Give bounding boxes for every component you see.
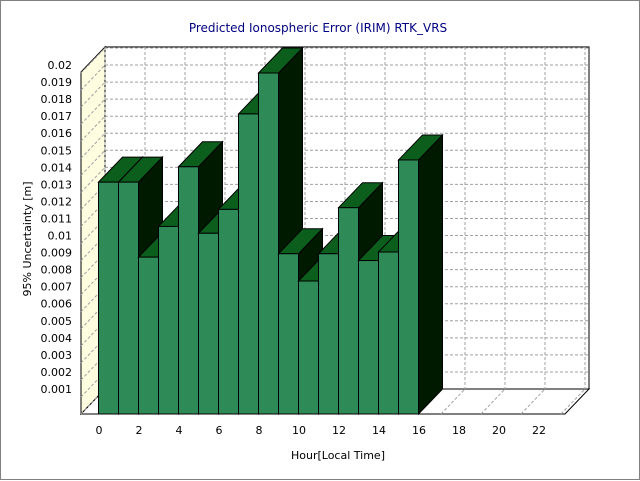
y-tick-label: 0.007 bbox=[41, 281, 73, 294]
bar-front bbox=[378, 251, 399, 415]
y-axis-label: 95% Uncertainty [m] bbox=[21, 181, 34, 296]
x-tick-label: 2 bbox=[136, 424, 143, 437]
y-tick-label: 0.02 bbox=[48, 59, 73, 72]
bar-front bbox=[238, 113, 259, 415]
x-tick-label: 12 bbox=[332, 424, 346, 437]
y-tick-label: 0.015 bbox=[41, 144, 73, 157]
y-tick-label: 0.008 bbox=[41, 264, 73, 277]
y-tick-label: 0.01 bbox=[48, 230, 73, 243]
bar-front bbox=[218, 208, 239, 415]
x-axis-ticks: 0 2 4 6 8 10 12 14 16 18 20 22 bbox=[96, 424, 547, 437]
gridline-wall bbox=[80, 218, 106, 244]
y-tick-label: 0.001 bbox=[41, 383, 73, 396]
x-tick-label: 14 bbox=[372, 424, 386, 437]
y-tick-label: 0.006 bbox=[41, 298, 73, 311]
y-tick-label: 0.003 bbox=[41, 349, 73, 362]
gridline-floor bbox=[480, 388, 506, 415]
x-axis-label: Hour[Local Time] bbox=[291, 449, 385, 462]
gridline-wall bbox=[80, 320, 106, 347]
y-tick-label: 0.016 bbox=[41, 127, 73, 140]
y-axis-ticks: 0.001 0.002 0.003 0.004 0.005 0.006 0.007 0.008… bbox=[41, 59, 73, 396]
gridline-wall bbox=[80, 252, 106, 278]
gridline-floor bbox=[520, 388, 546, 415]
gridline-floor bbox=[80, 388, 106, 415]
y-tick-label: 0.009 bbox=[41, 247, 73, 260]
gridline-wall bbox=[80, 337, 106, 364]
bar-front bbox=[98, 181, 119, 415]
gridline-wall bbox=[80, 149, 106, 176]
chart-bars bbox=[97, 46, 444, 416]
y-tick-label: 0.011 bbox=[41, 212, 73, 225]
gridline-wall bbox=[80, 269, 106, 295]
y-tick-label: 0.002 bbox=[41, 366, 73, 379]
y-tick-label: 0.019 bbox=[41, 76, 73, 89]
x-tick-label: 4 bbox=[176, 424, 183, 437]
gridline-wall bbox=[80, 303, 106, 330]
bar-front bbox=[278, 253, 299, 415]
x-tick-label: 0 bbox=[96, 424, 103, 437]
bar-front bbox=[178, 166, 199, 415]
gridline-wall bbox=[80, 132, 106, 159]
y-tick-label: 0.005 bbox=[41, 315, 73, 328]
x-tick-label: 8 bbox=[256, 424, 263, 437]
gridline-floor bbox=[560, 388, 586, 415]
x-tick-label: 22 bbox=[532, 424, 546, 437]
y-tick-label: 0.004 bbox=[41, 332, 73, 345]
bar-front bbox=[158, 225, 179, 415]
bar-front bbox=[398, 159, 419, 415]
gridline-wall bbox=[80, 235, 106, 261]
bar-front bbox=[298, 280, 319, 415]
chart-title: Predicted Ionospheric Error (IRIM) RTK_V… bbox=[189, 21, 447, 35]
gridline-wall bbox=[80, 354, 106, 381]
x-tick-label: 6 bbox=[216, 424, 223, 437]
bar-front bbox=[198, 232, 219, 415]
x-tick-label: 20 bbox=[492, 424, 506, 437]
gridline-wall bbox=[80, 184, 106, 210]
bar-side bbox=[418, 133, 443, 416]
bar-8 bbox=[257, 46, 304, 416]
x-tick-label: 16 bbox=[412, 424, 426, 437]
gridline-wall bbox=[80, 64, 106, 91]
x-tick-label: 10 bbox=[292, 424, 306, 437]
gridline-wall bbox=[80, 47, 106, 74]
bar-front bbox=[318, 253, 339, 415]
bar-front bbox=[338, 207, 359, 415]
bar-front bbox=[138, 256, 159, 415]
y-tick-label: 0.018 bbox=[41, 93, 73, 106]
y-tick-label: 0.014 bbox=[41, 161, 73, 174]
y-tick-label: 0.013 bbox=[41, 178, 73, 191]
y-tick-label: 0.017 bbox=[41, 110, 73, 123]
gridline-wall bbox=[80, 115, 106, 142]
gridline-wall bbox=[80, 167, 106, 193]
bar-15 bbox=[397, 133, 444, 416]
y-tick-label: 0.012 bbox=[41, 195, 73, 208]
gridline-wall bbox=[80, 371, 106, 398]
gridline-wall bbox=[80, 81, 106, 108]
gridline-wall bbox=[80, 201, 106, 227]
x-tick-label: 18 bbox=[452, 424, 466, 437]
gridline-floor bbox=[440, 388, 466, 415]
gridline-wall bbox=[80, 98, 106, 125]
bar-front bbox=[118, 181, 139, 415]
bar-front bbox=[258, 72, 279, 415]
gridline-wall bbox=[80, 286, 106, 313]
bar-front bbox=[358, 260, 379, 415]
